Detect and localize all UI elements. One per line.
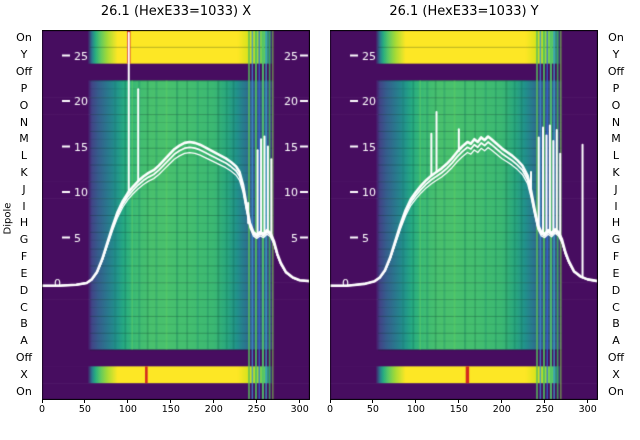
row-label-x-20: X <box>20 367 28 381</box>
row-label-on-21: On <box>608 384 624 398</box>
row-label-c-16: C <box>612 300 620 314</box>
row-label-h-11: H <box>611 216 621 230</box>
x-tick-label: 0 <box>326 404 334 415</box>
row-label-e-14: E <box>20 266 28 280</box>
row-label-g-12: G <box>611 233 621 247</box>
x-tick-mark <box>329 400 331 403</box>
x-tick-label: 150 <box>449 404 468 415</box>
row-label-e-14: E <box>612 266 620 280</box>
row-label-f-13: F <box>612 250 620 264</box>
row-label-d-15: D <box>19 283 29 297</box>
row-label-p-3: P <box>612 81 620 95</box>
x-tick-label: 300 <box>578 404 597 415</box>
x-tick-mark <box>372 400 374 403</box>
row-label-a-18: A <box>20 334 28 348</box>
row-label-k-8: K <box>20 165 28 179</box>
row-label-j-9: J <box>22 182 26 196</box>
x-tick-mark <box>299 400 301 403</box>
x-tick-label: 150 <box>161 404 180 415</box>
x-tick-mark <box>41 400 43 403</box>
row-label-c-16: C <box>20 300 28 314</box>
row-label-f-13: F <box>20 250 28 264</box>
row-labels-left: On Y Off P O N M L K J I H G F E D C B A Off X On <box>8 0 40 440</box>
row-label-off-2: Off <box>607 65 625 79</box>
row-label-m-6: M <box>19 132 29 146</box>
row-label-on-0: On <box>608 31 624 45</box>
x-tick-label: 0 <box>38 404 46 415</box>
x-tick-mark <box>84 400 86 403</box>
row-label-i-10: I <box>614 199 618 213</box>
row-label-on-21: On <box>16 384 32 398</box>
x-tick-label: 300 <box>290 404 309 415</box>
row-label-l-7: L <box>20 149 28 163</box>
x-tick-label: 200 <box>204 404 223 415</box>
row-label-x-20: X <box>612 367 620 381</box>
row-label-j-9: J <box>614 182 618 196</box>
row-label-y-1: Y <box>20 48 28 62</box>
panel-x-title: 26.1 (HexE33=1033) X <box>100 4 252 19</box>
row-label-k-8: K <box>612 165 620 179</box>
row-label-y-1: Y <box>612 48 620 62</box>
row-label-l-7: L <box>612 149 620 163</box>
row-label-a-18: A <box>612 334 620 348</box>
heatmap-panel-x <box>42 30 310 400</box>
x-tick-label: 250 <box>247 404 266 415</box>
row-label-off-19: Off <box>15 350 33 364</box>
row-labels-right: On Y Off P O N M L K J I H G F E D C B A Off X On <box>600 0 632 440</box>
row-label-b-17: B <box>612 317 620 331</box>
row-label-g-12: G <box>19 233 29 247</box>
x-tick-mark <box>587 400 589 403</box>
row-label-n-5: N <box>19 115 29 129</box>
row-label-h-11: H <box>19 216 29 230</box>
x-tick-mark <box>501 400 503 403</box>
row-label-p-3: P <box>20 81 28 95</box>
x-tick-mark <box>544 400 546 403</box>
panel-y-title: 26.1 (HexE33=1033) Y <box>389 4 539 19</box>
row-label-i-10: I <box>22 199 26 213</box>
x-tick-label: 50 <box>78 404 91 415</box>
x-tick-mark <box>458 400 460 403</box>
row-label-o-4: O <box>611 98 621 112</box>
heatmap-panel-y <box>330 30 598 400</box>
x-tick-mark <box>256 400 258 403</box>
x-tick-label: 100 <box>118 404 137 415</box>
x-tick-mark <box>415 400 417 403</box>
row-label-off-2: Off <box>15 65 33 79</box>
x-tick-mark <box>213 400 215 403</box>
x-tick-mark <box>127 400 129 403</box>
row-label-m-6: M <box>611 132 621 146</box>
x-tick-label: 50 <box>366 404 379 415</box>
x-tick-label: 100 <box>406 404 425 415</box>
x-tick-label: 250 <box>535 404 554 415</box>
row-label-o-4: O <box>19 98 29 112</box>
row-label-n-5: N <box>611 115 621 129</box>
row-label-off-19: Off <box>607 350 625 364</box>
row-label-on-0: On <box>16 31 32 45</box>
x-tick-mark <box>170 400 172 403</box>
row-label-d-15: D <box>611 283 621 297</box>
x-tick-label: 200 <box>492 404 511 415</box>
row-label-b-17: B <box>20 317 28 331</box>
